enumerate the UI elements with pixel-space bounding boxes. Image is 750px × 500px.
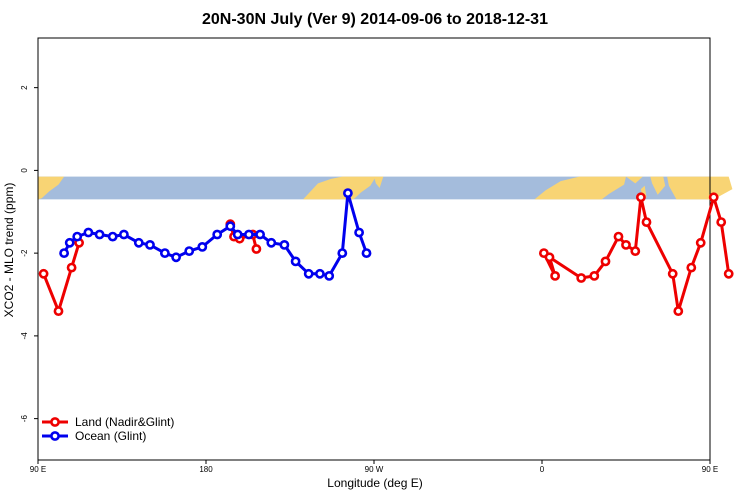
ocean-point-2 [72, 231, 83, 242]
x-tick-label-1: 180 [199, 465, 213, 474]
map-strip-land-5 [650, 176, 666, 195]
legend: Land (Nadir&Glint)Ocean (Glint) [42, 415, 174, 443]
land-point-23 [695, 237, 706, 248]
ocean-point-19 [279, 239, 290, 250]
land-point-25 [716, 217, 727, 227]
land-point-14 [600, 256, 611, 267]
x-tick-label-2: 90 W [365, 465, 384, 474]
land-point-18 [636, 192, 646, 203]
ocean-point-6 [119, 229, 129, 240]
x-tick-label-4: 90 E [702, 465, 718, 474]
land-point-15 [613, 231, 624, 242]
ocean-point-14 [225, 221, 236, 232]
ocean-point-20 [290, 256, 301, 267]
ocean-point-8 [145, 239, 155, 250]
land-point-8 [251, 244, 262, 254]
y-tick-label-0: 2 [20, 85, 29, 90]
x-tick-label-3: 0 [540, 465, 545, 474]
map-strip-land-7 [667, 176, 733, 200]
ocean-point-22 [314, 268, 325, 279]
land-line-0 [42, 242, 81, 313]
map-strip-land-2 [374, 176, 384, 188]
land-line-2 [542, 195, 731, 313]
y-tick-label-2: -2 [20, 249, 29, 257]
plot-frame [37, 37, 711, 461]
ocean-point-4 [94, 229, 105, 240]
land-point-10 [550, 270, 560, 281]
ocean-point-27 [361, 248, 372, 258]
y-axis-label: XCO2 - MLO trend (ppm) [2, 183, 16, 318]
legend-land-label: Land (Nadir&Glint) [75, 415, 174, 429]
land-point-13 [589, 270, 600, 281]
ocean-point-7 [133, 237, 144, 248]
map-strip-land-4 [626, 176, 643, 184]
x-tick-label-0: 90 E [30, 465, 46, 474]
ocean-point-18 [266, 237, 277, 248]
plot-area: 90 E 180 90 W 0 90 E 2 0 -2 -4 -6 [20, 37, 734, 474]
ocean-point-26 [354, 227, 364, 238]
ocean-point-17 [255, 229, 265, 240]
chart-title: 20N-30N July (Ver 9) 2014-09-06 to 2018-… [202, 11, 548, 28]
ocean-point-10 [171, 252, 181, 263]
ocean-point-13 [212, 229, 223, 240]
x-axis-label: Longitude (deg E) [327, 476, 422, 490]
legend-ocean-label: Ocean (Glint) [75, 429, 146, 443]
land-point-20 [667, 268, 678, 279]
ocean-point-21 [303, 268, 314, 279]
ocean-point-0 [59, 248, 69, 258]
ocean-point-25 [342, 188, 353, 198]
land-point-2 [66, 262, 77, 273]
y-tick-label-4: -6 [20, 415, 29, 423]
land-point-21 [673, 306, 684, 316]
land-point-16 [621, 239, 631, 250]
map-strip-land-3 [534, 176, 626, 200]
legend-ocean-marker [50, 431, 60, 441]
ocean-point-3 [83, 227, 94, 238]
land-point-12 [576, 273, 587, 283]
y-tick-label-1: 0 [20, 168, 29, 173]
land-point-0 [38, 268, 49, 279]
ocean-point-24 [337, 248, 348, 258]
legend-land-marker [50, 417, 60, 427]
ocean-point-16 [243, 229, 254, 240]
map-strip-land-0 [38, 176, 65, 200]
land-point-24 [708, 192, 719, 203]
ocean-point-5 [107, 231, 118, 242]
ocean-point-12 [197, 241, 208, 252]
ocean-point-15 [232, 229, 243, 240]
ocean-point-23 [324, 270, 335, 281]
land-point-26 [723, 268, 734, 279]
land-point-22 [686, 262, 697, 273]
ocean-point-11 [184, 246, 195, 256]
map-strip-land-1 [303, 176, 376, 200]
y-tick-label-3: -4 [20, 332, 29, 340]
land-point-11 [544, 252, 555, 263]
ocean-point-1 [64, 237, 75, 248]
land-point-1 [53, 306, 64, 316]
land-point-17 [630, 246, 641, 256]
land-point-19 [641, 217, 652, 227]
ocean-point-9 [159, 248, 170, 258]
